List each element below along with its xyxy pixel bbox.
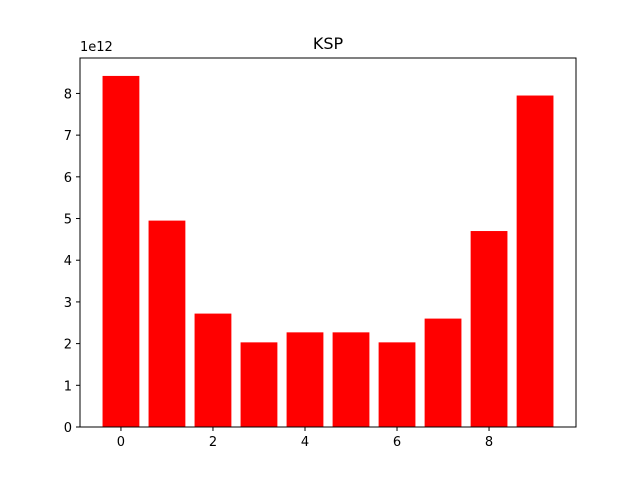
- y-tick-label: 5: [64, 213, 72, 228]
- bar: [286, 332, 324, 427]
- x-tick-label: 0: [117, 435, 125, 450]
- x-tick-label: 6: [393, 435, 401, 450]
- bar: [424, 318, 462, 427]
- bar: [148, 220, 186, 427]
- x-tick-label: 4: [301, 435, 309, 450]
- y-tick-label: 6: [64, 171, 72, 186]
- y-tick-label: 4: [64, 254, 72, 269]
- y-tick-label: 8: [64, 87, 72, 102]
- bar: [102, 75, 140, 428]
- plot-area-frame: [79, 57, 577, 428]
- bar: [240, 342, 278, 427]
- x-tick-label: 2: [209, 435, 217, 450]
- chart-title: KSP: [313, 34, 344, 53]
- bar-series: [102, 75, 554, 428]
- y-tick-label: 2: [64, 338, 72, 353]
- y-tick-label: 7: [64, 129, 72, 144]
- x-axis-ticks: 0 2 4 6 8: [117, 427, 493, 450]
- y-tick-label: 3: [64, 296, 72, 311]
- bar: [378, 342, 416, 427]
- y-tick-label: 1: [64, 379, 72, 394]
- bar: [516, 95, 554, 427]
- bar: [332, 332, 370, 427]
- y-tick-label: 0: [64, 421, 72, 436]
- y-axis-ticks: 0 1 2 3 4 5 6 7 8: [64, 87, 80, 436]
- y-axis-offset-label: 1e12: [80, 40, 113, 55]
- bar: [470, 231, 508, 427]
- x-tick-label: 8: [485, 435, 493, 450]
- bar: [194, 313, 232, 427]
